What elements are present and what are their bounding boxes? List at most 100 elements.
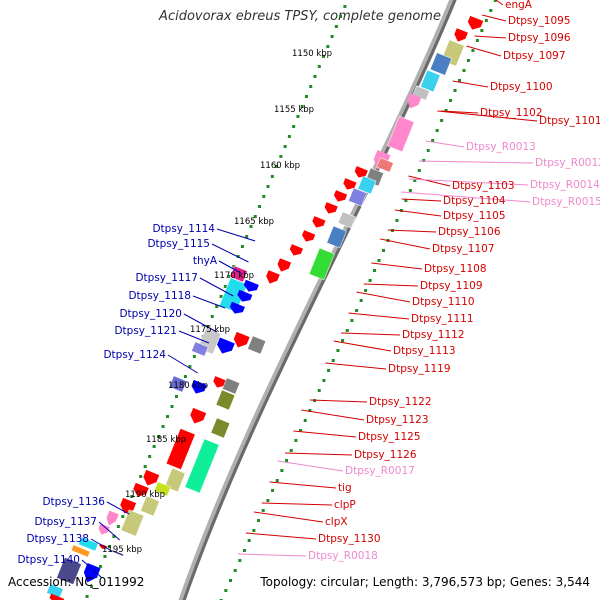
tick-dot xyxy=(382,249,386,252)
tick-dot xyxy=(308,409,312,412)
gene-arrow xyxy=(266,270,280,284)
tick-dot xyxy=(210,315,214,318)
gene-feature xyxy=(429,52,453,76)
tick-dot xyxy=(300,105,304,108)
gene-feature xyxy=(348,187,368,207)
gene-arrow xyxy=(343,178,357,190)
tick-dot xyxy=(287,135,291,138)
tick-dot xyxy=(228,275,232,278)
gene-label: Dtpsy_1118 xyxy=(128,290,191,302)
gene-label: thyA xyxy=(193,255,218,267)
gene-label: Dtpsy_1124 xyxy=(103,349,166,361)
tick-dot xyxy=(368,279,372,282)
leader-line xyxy=(394,209,442,217)
tick-dot xyxy=(279,155,283,158)
gene-arrow xyxy=(312,216,326,228)
tick-dot xyxy=(303,419,307,422)
gene-arrow xyxy=(467,15,484,30)
gene-arrow xyxy=(289,244,304,256)
tick-dot xyxy=(174,395,178,398)
gene-arrow xyxy=(233,331,250,348)
tick-dot xyxy=(166,415,170,418)
tick-dot xyxy=(107,545,111,548)
tick-dot xyxy=(275,479,279,482)
tick-dot xyxy=(266,499,270,502)
gene-label: Dtpsy_1106 xyxy=(438,226,501,238)
gene-feature xyxy=(420,69,441,93)
tick-dot xyxy=(121,515,125,518)
gene-label: Dtpsy_1138 xyxy=(26,533,89,545)
gene-label: Dtpsy_1119 xyxy=(388,363,451,375)
scale-label: 1195 kbp xyxy=(102,545,142,555)
leader-line xyxy=(199,277,234,297)
gene-arrow xyxy=(237,289,253,302)
tick-dot-lines xyxy=(85,0,497,600)
leader-line xyxy=(341,332,401,336)
gene-features xyxy=(46,15,484,600)
gene-feature xyxy=(164,467,186,493)
tick-dot xyxy=(292,125,296,128)
tick-dot xyxy=(489,9,493,12)
gene-feature xyxy=(184,438,220,494)
gene-feature xyxy=(56,557,82,585)
leader-line xyxy=(356,291,411,303)
tick-dot xyxy=(359,299,363,302)
leader-line xyxy=(425,140,465,148)
gene-label: tig xyxy=(338,482,352,494)
map-title: Acidovorax ebreus TPSY, complete genome xyxy=(159,9,441,24)
leader-line xyxy=(495,0,504,6)
tick-dot xyxy=(355,309,359,312)
tick-dot xyxy=(161,425,165,428)
gene-arrow xyxy=(407,93,422,109)
gene-label: Dtpsy_R0012 xyxy=(535,157,600,169)
genome-backbone xyxy=(178,0,457,600)
gene-label: Dtpsy_1114 xyxy=(152,223,215,235)
gene-arrow xyxy=(190,407,207,424)
gene-label: Dtpsy_1100 xyxy=(490,81,553,93)
leader-line xyxy=(192,295,226,309)
gene-label: Dtpsy_1117 xyxy=(135,272,198,284)
tick-dot xyxy=(475,39,479,42)
gene-feature xyxy=(326,225,347,249)
gene-label: Dtpsy_1110 xyxy=(412,296,475,308)
tick-dot xyxy=(266,185,270,188)
tick-dot xyxy=(449,99,453,102)
tick-dot xyxy=(462,69,466,72)
leader-line xyxy=(371,262,423,270)
tick-dot xyxy=(444,109,448,112)
gene-arrow xyxy=(143,469,160,486)
leader-line xyxy=(301,409,365,421)
gene-label: Dtpsy_1108 xyxy=(424,263,487,275)
tick-dot xyxy=(417,169,421,172)
tick-dot xyxy=(257,205,261,208)
gene-feature xyxy=(168,375,188,393)
tick-dot xyxy=(330,35,334,38)
leader-line xyxy=(106,501,130,515)
tick-dot xyxy=(232,265,236,268)
gene-feature xyxy=(210,417,231,439)
tick-dot xyxy=(103,555,107,558)
gene-feature xyxy=(120,509,145,537)
gene-label: Dtpsy_1137 xyxy=(34,516,97,528)
tick-dot xyxy=(252,529,256,532)
leader-line xyxy=(401,198,442,202)
tick-dot xyxy=(148,455,152,458)
tick-dot xyxy=(331,359,335,362)
gene-feature xyxy=(191,341,209,357)
gene-label: Dtpsy_1123 xyxy=(366,414,429,426)
tick-dot xyxy=(130,495,134,498)
tick-dot xyxy=(280,469,284,472)
gene-feature xyxy=(337,211,356,229)
tick-dot xyxy=(339,15,343,18)
tick-dot xyxy=(334,25,338,28)
leader-line xyxy=(333,340,392,352)
tick-dot xyxy=(85,595,89,598)
tick-dot xyxy=(275,165,279,168)
gene-arrow xyxy=(324,202,338,214)
gene-label: Dtpsy_R0013 xyxy=(466,141,536,153)
gene-label: Dtpsy_1140 xyxy=(17,554,80,566)
gene-arrow xyxy=(98,523,110,535)
tick-dot xyxy=(245,235,249,238)
tick-dot xyxy=(294,439,298,442)
